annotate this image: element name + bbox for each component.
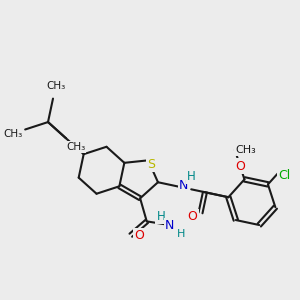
- Text: O: O: [134, 229, 144, 242]
- Text: CH₃: CH₃: [236, 145, 256, 155]
- Text: CH₃: CH₃: [46, 81, 65, 91]
- Text: CH₃: CH₃: [66, 142, 85, 152]
- Text: CH₃: CH₃: [3, 128, 22, 139]
- Text: O: O: [235, 160, 245, 172]
- Text: S: S: [147, 158, 155, 171]
- Text: H: H: [157, 210, 165, 223]
- Text: N: N: [179, 179, 188, 192]
- Text: N: N: [165, 219, 175, 232]
- Text: H: H: [187, 170, 196, 183]
- Text: Cl: Cl: [278, 169, 291, 182]
- Text: H: H: [177, 229, 185, 238]
- Text: O: O: [188, 210, 197, 224]
